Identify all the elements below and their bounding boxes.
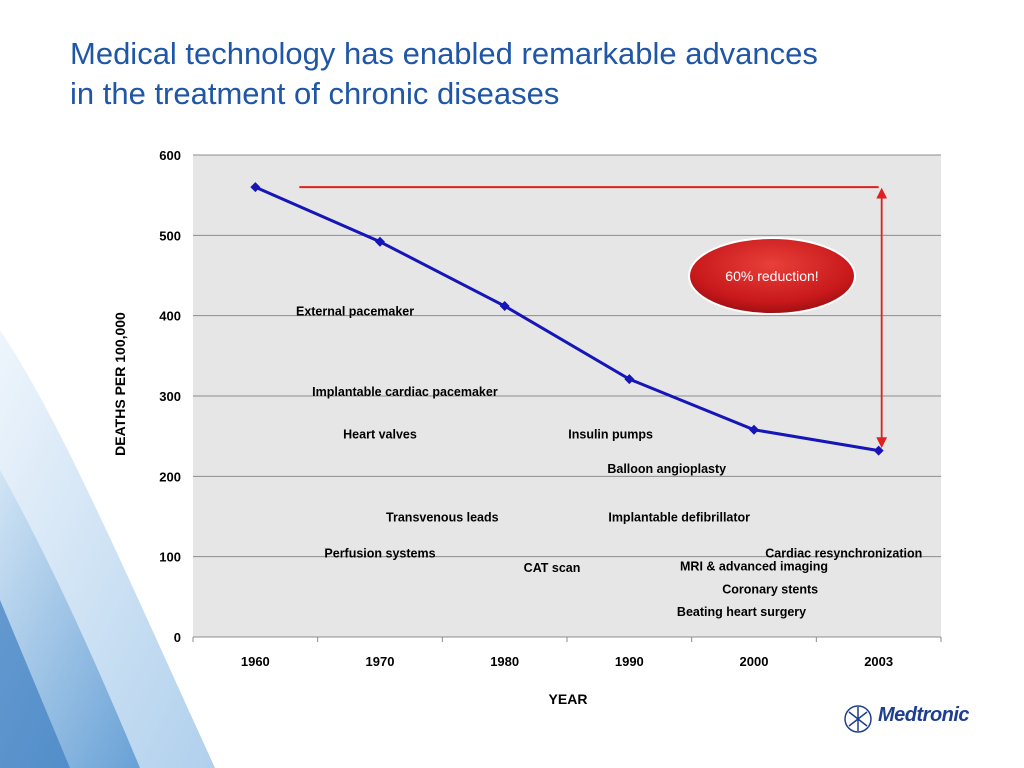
data-point	[624, 374, 635, 385]
annotation-label: Perfusion systems	[324, 546, 435, 560]
data-point	[499, 301, 510, 312]
annotation-label: Beating heart surgery	[677, 605, 806, 619]
series-line-group	[250, 182, 884, 456]
y-tick-label: 400	[159, 309, 181, 324]
x-tick-label: 1990	[615, 654, 644, 669]
series-line	[254, 185, 879, 453]
data-point	[749, 424, 759, 435]
y-tick-label: 300	[159, 389, 181, 404]
reduction-badge: 60% reduction!	[688, 237, 856, 315]
x-axis-label: YEAR	[549, 691, 588, 707]
annotation-label: Implantable defibrillator	[608, 510, 750, 524]
annotation-label: Cardiac resynchronization	[765, 546, 922, 560]
data-point	[250, 182, 261, 193]
annotation-label: Transvenous leads	[386, 510, 499, 524]
annotations: External pacemaker Implantable cardiac pa…	[296, 305, 922, 619]
reduction-badge-label: 60% reduction!	[725, 268, 818, 284]
annotation-label: CAT scan	[524, 561, 581, 575]
title-line-2: in the treatment of chronic diseases	[70, 76, 560, 111]
data-point	[375, 236, 385, 247]
medtronic-logo-icon	[844, 705, 872, 733]
x-tick-label: 1980	[490, 654, 519, 669]
x-tick-label: 1960	[241, 654, 270, 669]
x-tick-label: 1970	[366, 654, 395, 669]
annotation-label: Heart valves	[343, 428, 417, 442]
slide-title: Medical technology has enabled remarkabl…	[70, 34, 970, 114]
x-tick-label: 2000	[740, 654, 769, 669]
annotation-label: Balloon angioplasty	[607, 462, 726, 476]
y-tick-label: 500	[159, 228, 181, 243]
logo-wordmark: Medtronic	[878, 704, 970, 726]
y-tick-label: 100	[159, 550, 181, 565]
annotation-label: Implantable cardiac pacemaker	[312, 385, 498, 399]
annotation-label: Insulin pumps	[568, 428, 653, 442]
y-tick-label: 0	[174, 630, 181, 645]
annotation-label: Coronary stents	[722, 583, 818, 597]
x-axis-ticks: 1960 1970 1980 1990 2000 2003	[192, 637, 942, 669]
data-point	[873, 445, 884, 456]
y-axis-label: DEATHS PER 100,000	[112, 312, 128, 456]
y-tick-label: 600	[159, 148, 181, 163]
y-tick-label: 200	[159, 469, 181, 484]
title-line-1: Medical technology has enabled remarkabl…	[70, 36, 818, 71]
annotation-label: MRI & advanced imaging	[680, 559, 828, 573]
annotation-label: External pacemaker	[296, 305, 414, 319]
y-axis-ticks: 0 100 200 300 400 500 600	[159, 148, 181, 645]
x-tick-label: 2003	[864, 654, 893, 669]
